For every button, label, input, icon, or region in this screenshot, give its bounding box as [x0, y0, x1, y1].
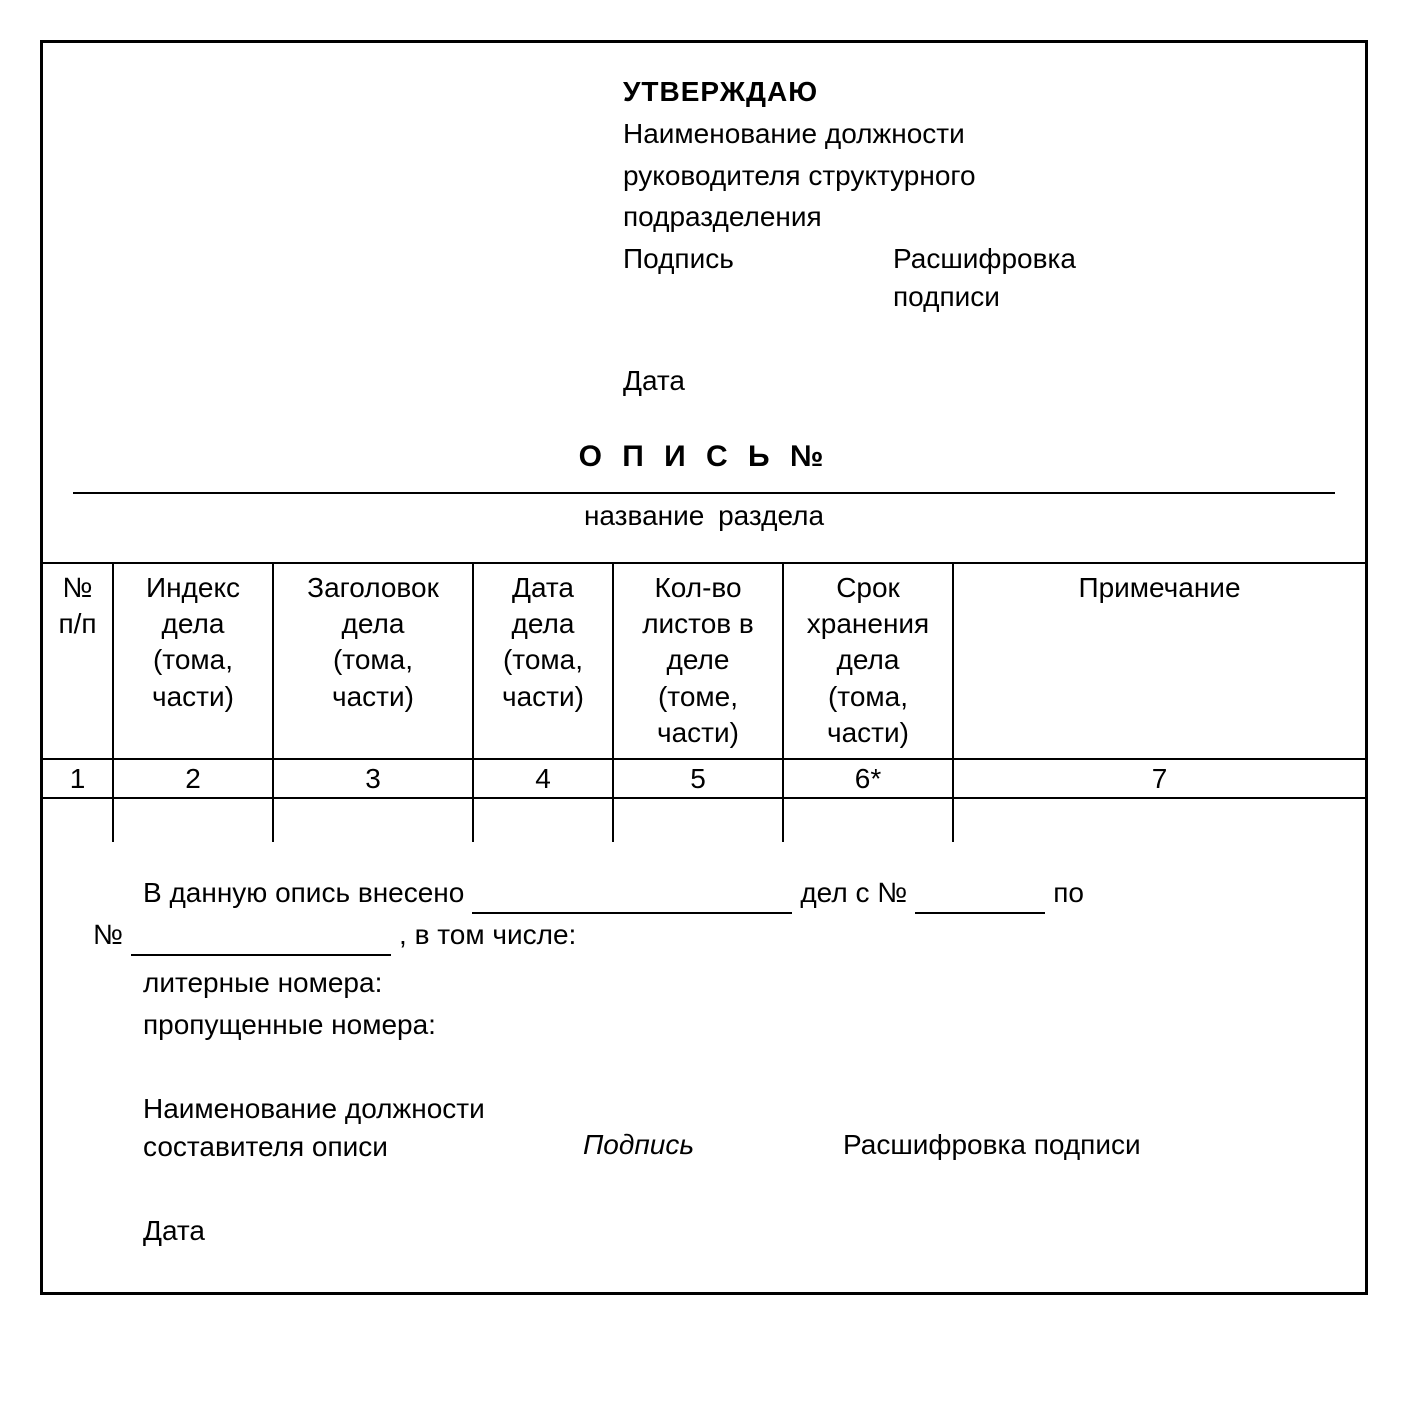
summary-line-2: № , в том числе:: [93, 914, 1315, 956]
summary-line-1: В данную опись внесено дел с № по: [143, 872, 1315, 914]
compiler-position-1: Наименование должности: [143, 1090, 583, 1128]
approval-position-2: руководителя структурного: [623, 157, 1305, 195]
approval-block: УТВЕРЖДАЮ Наименование должности руковод…: [623, 73, 1305, 400]
section-name-line: [73, 492, 1335, 494]
th-note: Примечание: [953, 563, 1365, 759]
stub-3: [273, 798, 473, 842]
approval-signature-label: Подпись: [623, 240, 893, 316]
colnum-1: 1: [43, 759, 113, 799]
approval-position-3: подразделения: [623, 198, 1305, 236]
summary-intro: В данную опись внесено: [143, 872, 464, 914]
summary-block: В данную опись внесено дел с № по № , в …: [43, 842, 1365, 1252]
colnum-5: 5: [613, 759, 783, 799]
summary-to: по: [1053, 872, 1084, 914]
th-num: №п/п: [43, 563, 113, 759]
th-retention: Срокхранениядела(тома,части): [783, 563, 953, 759]
skipped-numbers-label: пропущенные номера:: [143, 1004, 1315, 1046]
th-date: Датадела(тома,части): [473, 563, 613, 759]
compiler-decode-label: Расшифровка подписи: [843, 1124, 1315, 1166]
approval-title: УТВЕРЖДАЮ: [623, 73, 1305, 111]
blank-from-num: [915, 882, 1045, 914]
compiler-block: Наименование должности составителя описи…: [143, 1090, 1315, 1166]
blank-total-cases: [472, 882, 792, 914]
approval-decode: Расшифровка подписи: [893, 240, 1305, 316]
table-stub-row: [43, 798, 1365, 842]
table-header-row: №п/п Индексдела(тома,части) Заголовокдел…: [43, 563, 1365, 759]
compiler-position: Наименование должности составителя описи: [143, 1090, 583, 1166]
inventory-title: О П И С Ь №: [43, 440, 1365, 474]
stub-6: [783, 798, 953, 842]
literal-block: литерные номера: пропущенные номера:: [143, 962, 1315, 1046]
inventory-table: №п/п Индексдела(тома,части) Заголовокдел…: [43, 562, 1365, 843]
colnum-3: 3: [273, 759, 473, 799]
document-frame: УТВЕРЖДАЮ Наименование должности руковод…: [40, 40, 1368, 1295]
compiler-signature-label: Подпись: [583, 1124, 843, 1166]
approval-decode-2: подписи: [893, 278, 1305, 316]
approval-position-1: Наименование должности: [623, 115, 1305, 153]
th-index: Индексдела(тома,части): [113, 563, 273, 759]
colnum-7: 7: [953, 759, 1365, 799]
approval-date-label: Дата: [623, 362, 1305, 400]
summary-including: , в том числе:: [399, 914, 576, 956]
blank-to-num: [131, 924, 391, 956]
table-number-row: 1 2 3 4 5 6* 7: [43, 759, 1365, 799]
th-title: Заголовокдела(тома,части): [273, 563, 473, 759]
stub-5: [613, 798, 783, 842]
stub-7: [953, 798, 1365, 842]
compiler-position-2: составителя описи: [143, 1128, 583, 1166]
approval-decode-1: Расшифровка: [893, 240, 1305, 278]
stub-1: [43, 798, 113, 842]
colnum-2: 2: [113, 759, 273, 799]
summary-num-prefix: №: [93, 914, 123, 956]
compiler-date-label: Дата: [143, 1210, 1315, 1252]
section-caption: название раздела: [43, 500, 1365, 532]
approval-signature-row: Подпись Расшифровка подписи: [623, 240, 1305, 316]
summary-cases-from: дел с №: [800, 872, 907, 914]
literal-numbers-label: литерные номера:: [143, 962, 1315, 1004]
colnum-4: 4: [473, 759, 613, 799]
stub-2: [113, 798, 273, 842]
th-sheets: Кол-волистов вделе(томе,части): [613, 563, 783, 759]
colnum-6: 6*: [783, 759, 953, 799]
stub-4: [473, 798, 613, 842]
